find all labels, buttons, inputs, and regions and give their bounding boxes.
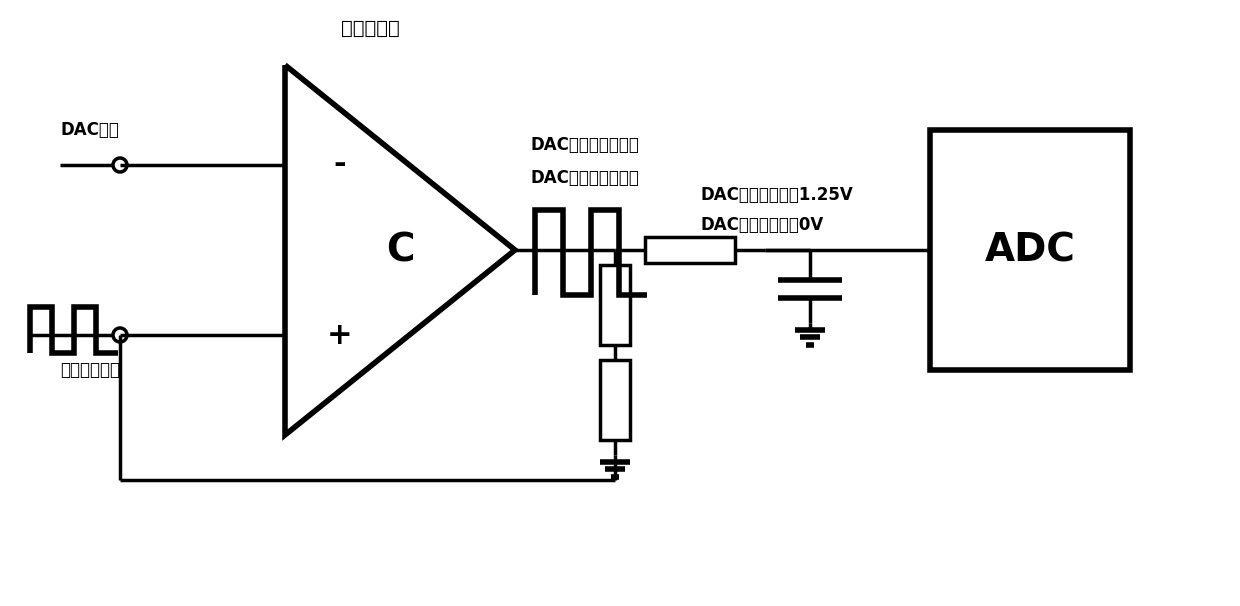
Text: DAC输出过高：约1.25V: DAC输出过高：约1.25V xyxy=(701,186,853,204)
Bar xyxy=(930,130,1130,370)
Bar xyxy=(645,237,735,263)
Text: C: C xyxy=(386,231,414,269)
Text: DAC输出过低：约0V: DAC输出过低：约0V xyxy=(701,216,823,234)
Text: DAC输出: DAC输出 xyxy=(61,121,119,139)
Text: +: + xyxy=(327,321,353,350)
Text: -: - xyxy=(334,150,346,179)
Text: 高速比较器: 高速比较器 xyxy=(341,19,399,38)
Text: DAC输出过低：脉冲: DAC输出过低：脉冲 xyxy=(529,169,639,187)
Text: ADC: ADC xyxy=(985,231,1075,269)
Bar xyxy=(600,360,630,440)
Text: 待测信号输入: 待测信号输入 xyxy=(60,361,120,379)
Bar xyxy=(600,265,630,345)
Text: DAC输出过高：常低: DAC输出过高：常低 xyxy=(529,136,639,154)
